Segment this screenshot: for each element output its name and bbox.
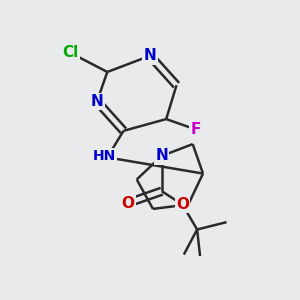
Text: N: N <box>155 148 168 164</box>
Text: O: O <box>122 196 134 211</box>
Text: N: N <box>91 94 103 109</box>
Text: O: O <box>176 197 189 212</box>
Text: Cl: Cl <box>62 45 79 60</box>
Text: N: N <box>144 48 156 63</box>
Text: HN: HN <box>93 149 116 163</box>
Text: F: F <box>190 122 201 137</box>
